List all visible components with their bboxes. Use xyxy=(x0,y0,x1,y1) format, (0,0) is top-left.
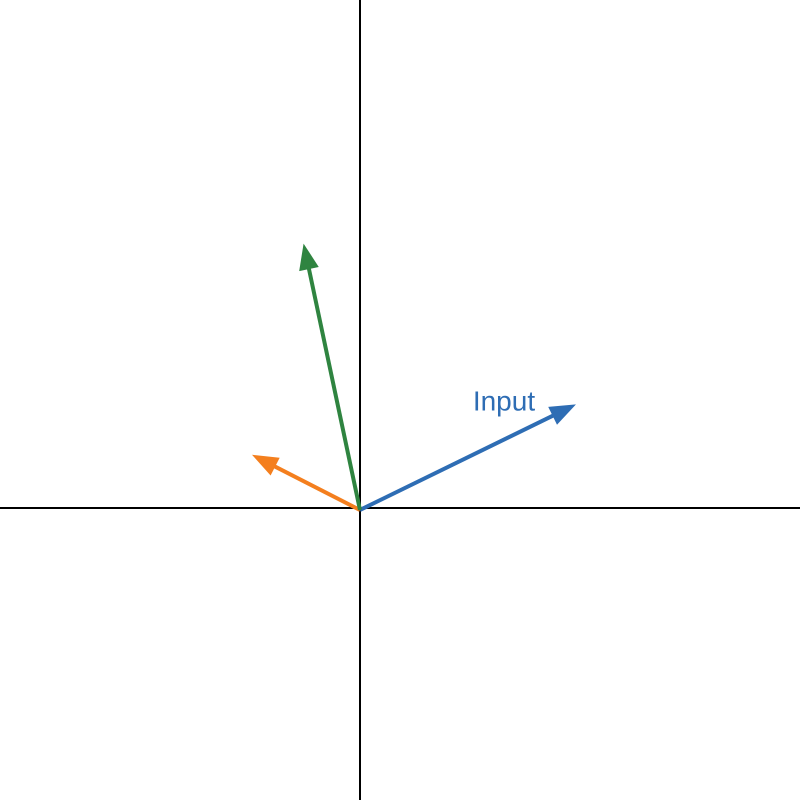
vector-input-shaft xyxy=(359,412,558,512)
vector-orange xyxy=(251,454,361,512)
vector-orange-shaft xyxy=(270,463,361,512)
vector-orange-arrowhead xyxy=(251,454,280,476)
vector-input-arrowhead xyxy=(548,404,576,425)
vector-green-shaft xyxy=(306,264,362,511)
vectors-layer: Input xyxy=(251,243,576,512)
vector-input: Input xyxy=(359,385,576,512)
vector-input-label: Input xyxy=(473,385,535,416)
vector-green xyxy=(299,243,362,511)
vector-green-arrowhead xyxy=(299,243,319,272)
